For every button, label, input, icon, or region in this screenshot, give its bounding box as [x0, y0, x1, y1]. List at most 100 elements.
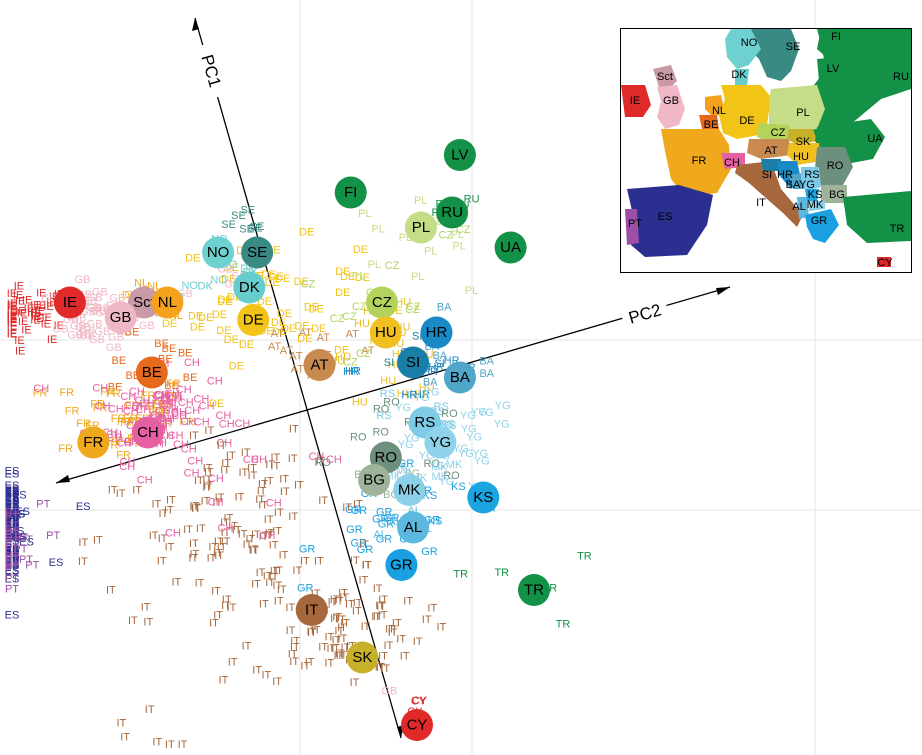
population-center-nl: NL — [151, 286, 184, 319]
individual-point-label: IT — [204, 425, 214, 437]
individual-point-label: YG — [398, 439, 414, 451]
map-ireland — [621, 85, 651, 117]
individual-point-label: IT — [288, 453, 298, 465]
individual-point-label: PL — [368, 259, 381, 271]
individual-point-label: IT — [78, 556, 88, 568]
individual-point-label: IT — [221, 527, 231, 539]
individual-point-label: DE — [162, 318, 177, 330]
individual-point-label: IT — [280, 486, 290, 498]
individual-point-label: GB — [75, 322, 91, 334]
population-center-label: BG — [363, 472, 385, 489]
individual-point-label: PT — [5, 554, 19, 566]
individual-point-label: PT — [5, 529, 19, 541]
individual-point-label: IT — [264, 514, 274, 526]
map-label-bg: BG — [829, 189, 845, 201]
individual-point-label: ES — [5, 485, 20, 497]
individual-point-label: ES — [5, 529, 20, 541]
individual-point-label: IT — [332, 612, 342, 624]
population-center-bg: BG — [358, 464, 391, 496]
individual-point-label: CH — [165, 528, 181, 540]
individual-point-label: IT — [191, 503, 201, 515]
population-center-marker — [404, 211, 437, 244]
individual-point-label: SI — [412, 331, 422, 343]
individual-point-label: IT — [300, 556, 310, 568]
individual-point-label: PT — [36, 498, 50, 510]
population-center-label: Sct — [133, 294, 156, 311]
individual-point-label: IE — [7, 312, 17, 324]
individual-point-label: ES — [5, 554, 20, 566]
individual-point-label: IT — [246, 534, 256, 546]
population-center-sk: SK — [346, 641, 379, 674]
individual-point-label: IE — [7, 329, 17, 341]
individual-point-label: IT — [207, 552, 217, 564]
individual-point-label: BE — [162, 343, 177, 355]
map-label-be: BE — [704, 119, 719, 131]
individual-point-label: IT — [239, 467, 249, 479]
individual-point-label: IE — [31, 310, 41, 322]
individual-point-label: ES — [5, 529, 20, 541]
population-center-label: YG — [430, 434, 452, 451]
individual-point-label: GR — [376, 506, 393, 518]
individual-point-label: IE — [7, 298, 17, 310]
individual-point-label: GR — [421, 546, 438, 558]
map-countries — [621, 29, 911, 272]
individual-point-label: IT — [318, 495, 328, 507]
population-center-label: PL — [412, 219, 430, 236]
individual-point-label: IT — [241, 447, 251, 459]
individual-point-label: ES — [19, 537, 34, 549]
individual-point-label: ES — [5, 547, 20, 559]
individual-point-label: SE — [250, 221, 265, 233]
individual-point-label: IT — [437, 621, 447, 633]
individual-point-label: FR — [106, 388, 121, 400]
individual-point-label: CH — [135, 395, 151, 407]
map-country-labels: NO SE FI LV RU DK Sct IE GB NL BE DE PL CZ SK UA AT HU FR C… — [628, 31, 909, 269]
individual-point-label: IT — [178, 739, 188, 751]
population-center-dk: DK — [233, 271, 266, 304]
individual-point-label: PT — [5, 506, 19, 518]
map-poland — [769, 85, 825, 133]
population-center-marker — [303, 349, 336, 381]
individual-point-label: PT — [5, 512, 19, 524]
individual-point-label: ES — [5, 513, 20, 525]
individual-point-label: HR — [343, 366, 359, 378]
individual-point-label: IT — [378, 609, 388, 621]
individual-point-label: DE — [239, 339, 254, 351]
individual-point-label: NO — [210, 274, 227, 286]
individual-point-label: CH — [108, 403, 124, 415]
individual-point-label: IT — [128, 615, 138, 627]
map-spain — [627, 185, 713, 257]
population-center-de: DE — [237, 304, 270, 336]
individual-point-label: IT — [273, 565, 283, 577]
individual-point-label: CH — [176, 384, 192, 396]
individual-point-label: FR — [58, 443, 73, 455]
individual-point-label: IE — [43, 301, 53, 313]
individual-point-label: IT — [141, 602, 151, 614]
individual-point-label: HR — [414, 389, 430, 401]
individual-point-label: YG — [458, 448, 474, 460]
individual-point-label: CH — [158, 398, 174, 410]
population-center-marker — [436, 196, 469, 229]
population-center-yg: YG — [424, 426, 457, 459]
population-center-fi: FI — [334, 176, 367, 209]
individual-point-label: IT — [259, 598, 269, 610]
individual-point-label: CH — [161, 400, 177, 412]
individual-point-label: ES — [5, 551, 20, 563]
individual-point-label: RS — [380, 388, 395, 400]
population-center-marker — [53, 286, 86, 319]
individual-point-label: IT — [265, 577, 275, 589]
individual-point-label: PT — [13, 544, 27, 556]
individual-point-label: IT — [221, 600, 231, 612]
individual-point-label: IE — [41, 319, 51, 331]
individual-point-label: IT — [166, 494, 176, 506]
population-center-label: IE — [63, 294, 77, 311]
individual-point-label: DE — [190, 322, 205, 334]
map-label-fr: FR — [692, 155, 707, 167]
individual-point-label: FR — [111, 413, 126, 425]
individual-point-label: NO — [181, 280, 198, 292]
individual-point-label: IT — [279, 474, 289, 486]
individual-point-label: IT — [215, 492, 225, 504]
individual-point-label: FR — [120, 417, 135, 429]
individual-point-label: PT — [5, 529, 19, 541]
individual-point-label: IT — [337, 633, 347, 645]
